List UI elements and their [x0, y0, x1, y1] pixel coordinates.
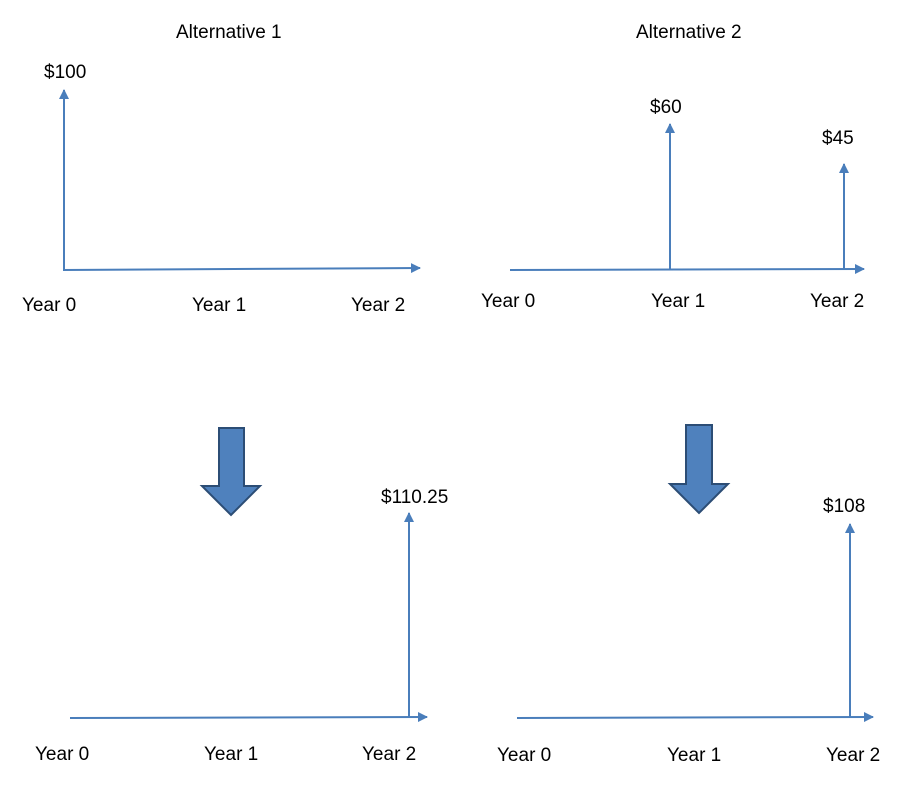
alt1-bottom-timeline-axis: [69, 712, 428, 723]
down-arrow-icon: [199, 427, 263, 517]
alt2-bottom-year-label: Year 1: [667, 745, 722, 766]
down-arrow-icon: [667, 424, 731, 515]
alt2-top-cashflow-label: $60: [650, 97, 682, 118]
alt2-top-timeline-axis: [509, 264, 865, 275]
alt2-bottom-cashflow-label: $108: [823, 496, 866, 517]
alt2-top-year-label: Year 2: [810, 291, 865, 312]
alt1-bottom-year-label: Year 1: [204, 744, 259, 765]
alt1-top-year-label: Year 0: [22, 295, 77, 316]
alt2-bottom-timeline-axis: [516, 712, 874, 723]
alt1-top-year-label: Year 2: [351, 295, 406, 316]
alt2-top-year-label: Year 1: [651, 291, 706, 312]
alt1-top-year-label: Year 1: [192, 295, 247, 316]
alt2-title: Alternative 2: [636, 22, 742, 43]
alt1-bottom-year-label: Year 0: [35, 744, 90, 765]
alt2-bottom-year-label: Year 2: [826, 745, 881, 766]
alt1-bottom-cashflow-label: $110.25: [381, 487, 449, 508]
alt2-top-year-label: Year 0: [481, 291, 536, 312]
alt1-bottom-year-label: Year 2: [362, 744, 417, 765]
alt1-title: Alternative 1: [176, 22, 282, 43]
alt2-bottom-year-label: Year 0: [497, 745, 552, 766]
alt2-top-cashflow-label: $45: [822, 128, 854, 149]
alt1-top-timeline-axis: [62, 263, 421, 274]
alt1-top-cashflow-label: $100: [44, 62, 87, 83]
